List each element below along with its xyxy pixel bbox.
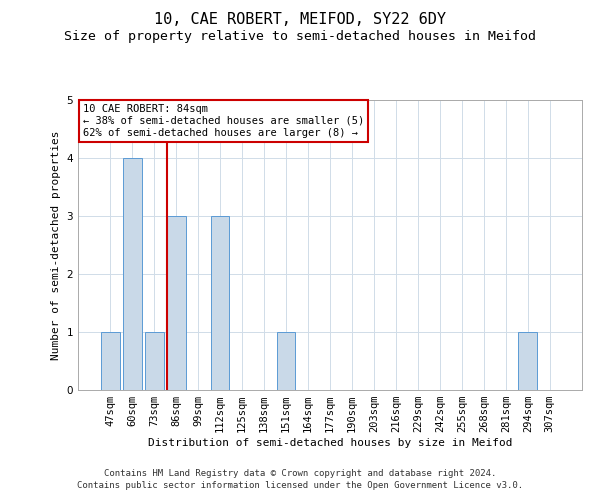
X-axis label: Distribution of semi-detached houses by size in Meifod: Distribution of semi-detached houses by … <box>148 438 512 448</box>
Bar <box>277 332 295 390</box>
Text: Contains HM Land Registry data © Crown copyright and database right 2024.
Contai: Contains HM Land Registry data © Crown c… <box>77 468 523 490</box>
Text: Size of property relative to semi-detached houses in Meifod: Size of property relative to semi-detach… <box>64 30 536 43</box>
Bar <box>101 332 119 390</box>
Text: 10 CAE ROBERT: 84sqm
← 38% of semi-detached houses are smaller (5)
62% of semi-d: 10 CAE ROBERT: 84sqm ← 38% of semi-detac… <box>83 104 364 138</box>
Bar <box>211 216 229 390</box>
Bar <box>145 332 164 390</box>
Y-axis label: Number of semi-detached properties: Number of semi-detached properties <box>51 130 61 360</box>
Bar <box>518 332 537 390</box>
Bar <box>123 158 142 390</box>
Text: 10, CAE ROBERT, MEIFOD, SY22 6DY: 10, CAE ROBERT, MEIFOD, SY22 6DY <box>154 12 446 28</box>
Bar <box>167 216 185 390</box>
